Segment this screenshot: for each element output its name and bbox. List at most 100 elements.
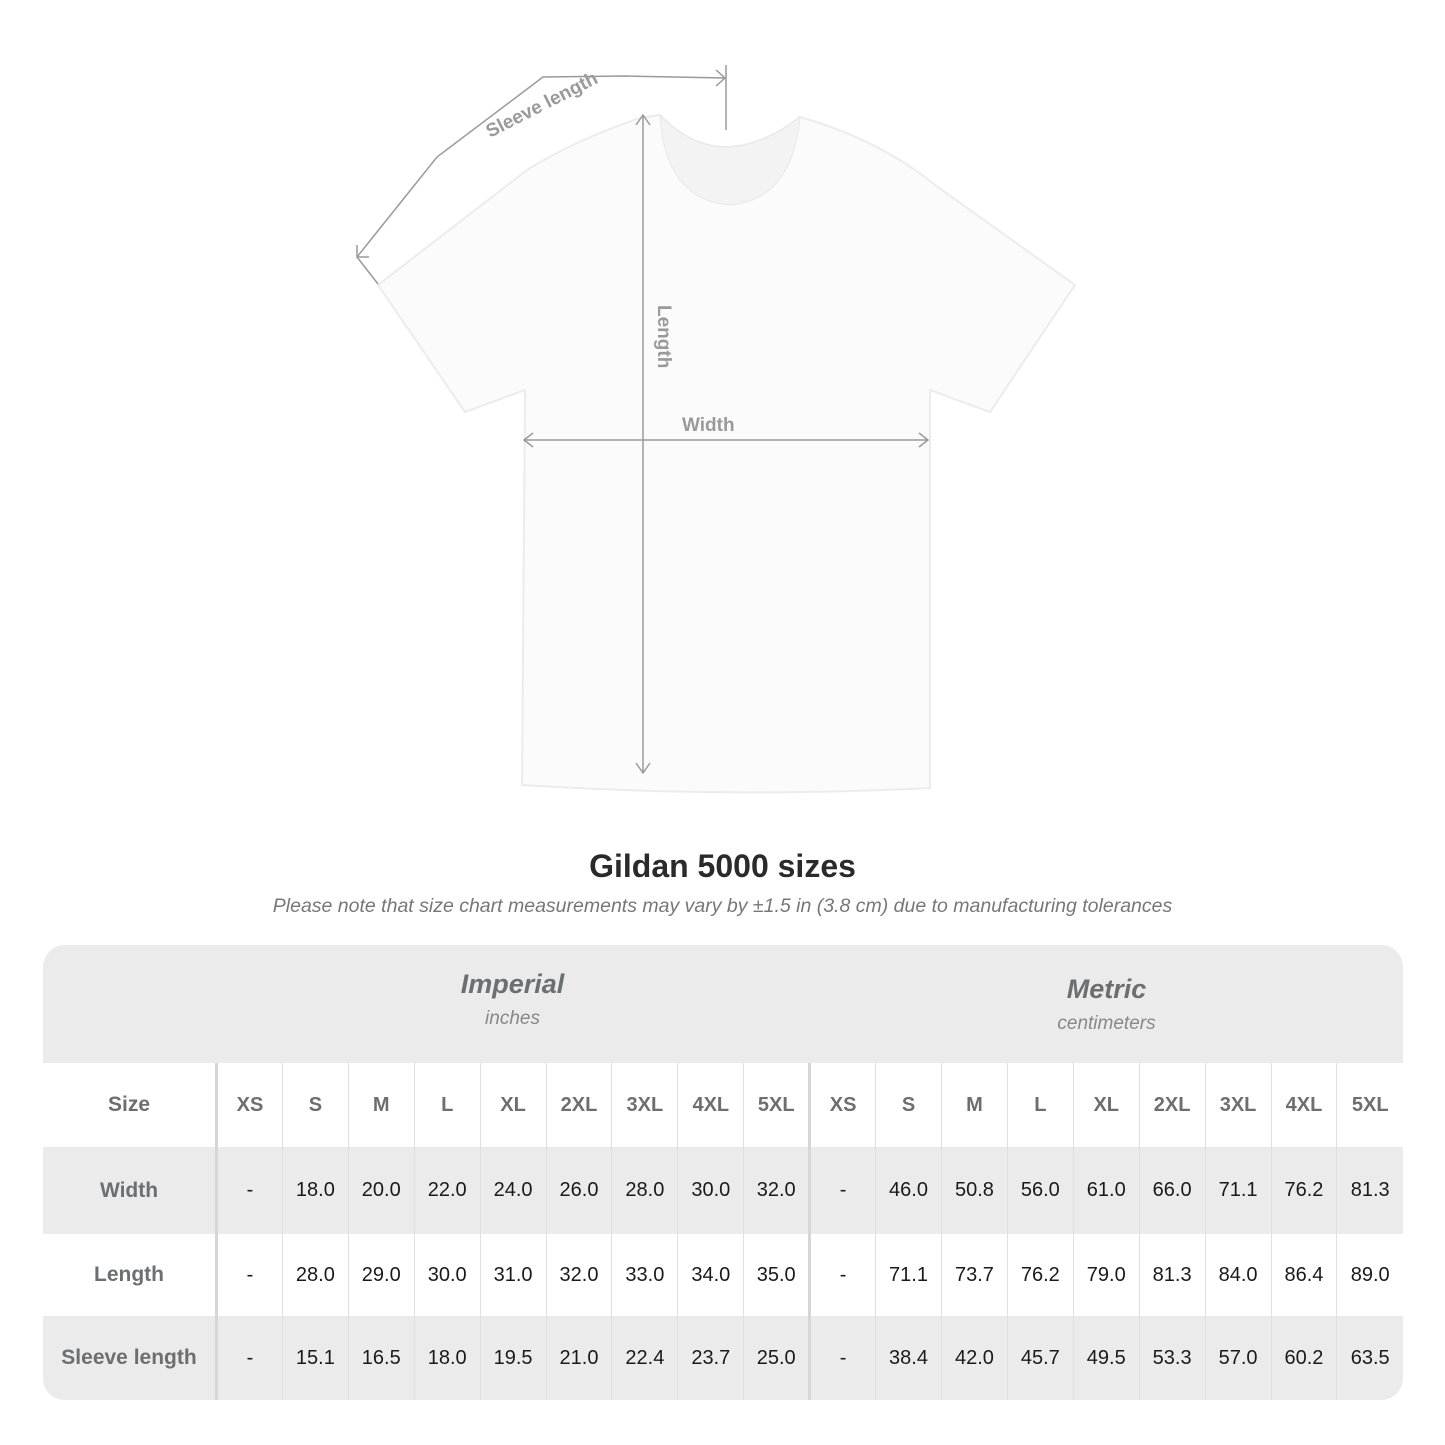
imperial-value-cell: 24.0 — [479, 1147, 547, 1234]
metric-value-cell: - — [808, 1147, 876, 1234]
imperial-value-cell: 18.0 — [413, 1316, 481, 1400]
imperial-value-cell: 25.0 — [743, 1316, 810, 1400]
tshirt-diagram: Sleeve length Length Width — [356, 65, 1077, 794]
sleeve-length-label: Sleeve length — [483, 68, 602, 142]
imperial-size-header: XL — [479, 1063, 547, 1147]
metric-value-cell: - — [808, 1234, 876, 1316]
size-header-row: Size XS S M L XL 2XL 3XL 4XL 5XL XS S M L XL 2XL 3XL 4XL 5… — [43, 1063, 1403, 1147]
imperial-value-cell: 30.0 — [413, 1234, 481, 1316]
arrow-icon — [356, 245, 369, 258]
imperial-size-header: 4XL — [677, 1063, 744, 1147]
metric-value-cell: 86.4 — [1270, 1234, 1337, 1316]
imperial-value-cell: 22.0 — [413, 1147, 481, 1234]
metric-value-cell: 81.3 — [1138, 1234, 1206, 1316]
metric-value-cell: 57.0 — [1204, 1316, 1271, 1400]
metric-value-cell: 45.7 — [1006, 1316, 1074, 1400]
imperial-value-cell: 31.0 — [479, 1234, 547, 1316]
metric-value-cell: 46.0 — [875, 1147, 942, 1234]
imperial-size-header: L — [413, 1063, 481, 1147]
metric-value-cell: 71.1 — [875, 1234, 942, 1316]
tolerance-note: Please note that size chart measurements… — [272, 895, 1173, 917]
imperial-value-cell: 34.0 — [677, 1234, 744, 1316]
metric-value-cell: 63.5 — [1336, 1316, 1403, 1400]
imperial-size-header: 2XL — [545, 1063, 612, 1147]
imperial-size-header: 5XL — [743, 1063, 810, 1147]
sleeve-length-line — [356, 75, 726, 258]
metric-size-header: M — [940, 1063, 1008, 1147]
imperial-header: Imperial inches — [215, 945, 810, 1063]
imperial-unit: inches — [485, 1008, 540, 1029]
metric-size-header: 2XL — [1138, 1063, 1206, 1147]
size-table: Size XS S M L XL 2XL 3XL 4XL 5XL XS S M L XL 2XL 3XL 4XL 5… — [43, 1063, 1403, 1400]
imperial-value-cell: 33.0 — [611, 1234, 678, 1316]
imperial-value-cell: 32.0 — [545, 1234, 612, 1316]
metric-size-header: S — [875, 1063, 942, 1147]
page-title: Gildan 5000 sizes — [589, 848, 856, 884]
imperial-value-cell: 20.0 — [347, 1147, 415, 1234]
table-row: Width -18.0 20.0 22.0 24.0 26.0 28.0 30.0 32.0-4… — [43, 1147, 1403, 1234]
imperial-size-header: 3XL — [611, 1063, 678, 1147]
metric-size-header: XL — [1072, 1063, 1140, 1147]
table-row: Sleeve length -15.1 16.5 18.0 19.5 21.0 22.4 23… — [43, 1316, 1403, 1400]
metric-value-cell: 60.2 — [1270, 1316, 1337, 1400]
tshirt-shape — [376, 113, 1077, 794]
sleeve-start-tick — [356, 256, 379, 285]
arrow-icon — [635, 762, 651, 775]
row-label: Length — [43, 1234, 218, 1316]
metric-value-cell: 42.0 — [940, 1316, 1008, 1400]
imperial-value-cell: - — [216, 1234, 283, 1316]
row-label: Width — [43, 1147, 218, 1234]
metric-size-header: 4XL — [1270, 1063, 1337, 1147]
metric-size-header: L — [1006, 1063, 1074, 1147]
metric-value-cell: 89.0 — [1336, 1234, 1403, 1316]
metric-title: Metric — [1066, 974, 1147, 1004]
metric-value-cell: 71.1 — [1204, 1147, 1271, 1234]
imperial-value-cell: 29.0 — [347, 1234, 415, 1316]
metric-value-cell: - — [808, 1316, 876, 1400]
imperial-value-cell: 22.4 — [611, 1316, 678, 1400]
metric-value-cell: 73.7 — [940, 1234, 1008, 1316]
arrow-icon — [715, 69, 727, 87]
metric-value-cell: 61.0 — [1072, 1147, 1140, 1234]
imperial-value-cell: 35.0 — [743, 1234, 810, 1316]
imperial-value-cell: 16.5 — [347, 1316, 415, 1400]
imperial-title: Imperial — [460, 969, 565, 999]
metric-size-header: XS — [808, 1063, 876, 1147]
metric-header: Metric centimeters — [810, 945, 1403, 1063]
imperial-value-cell: - — [216, 1147, 283, 1234]
imperial-value-cell: 19.5 — [479, 1316, 547, 1400]
metric-value-cell: 76.2 — [1270, 1147, 1337, 1234]
imperial-size-header: S — [281, 1063, 349, 1147]
length-label: Length — [653, 305, 674, 368]
imperial-value-cell: 26.0 — [545, 1147, 612, 1234]
metric-unit: centimeters — [1057, 1013, 1156, 1034]
metric-value-cell: 38.4 — [875, 1316, 942, 1400]
imperial-value-cell: 32.0 — [743, 1147, 810, 1234]
imperial-size-header: M — [347, 1063, 415, 1147]
arrow-icon — [522, 432, 534, 448]
imperial-value-cell: 23.7 — [677, 1316, 744, 1400]
imperial-value-cell: 28.0 — [611, 1147, 678, 1234]
metric-value-cell: 66.0 — [1138, 1147, 1206, 1234]
arrow-icon — [918, 432, 930, 448]
metric-size-header: 5XL — [1336, 1063, 1403, 1147]
metric-value-cell: 81.3 — [1336, 1147, 1403, 1234]
imperial-value-cell: 21.0 — [545, 1316, 612, 1400]
row-label: Sleeve length — [43, 1316, 218, 1400]
imperial-value-cell: 15.1 — [281, 1316, 349, 1400]
metric-value-cell: 79.0 — [1072, 1234, 1140, 1316]
imperial-value-cell: - — [216, 1316, 283, 1400]
metric-value-cell: 84.0 — [1204, 1234, 1271, 1316]
collar — [659, 113, 801, 206]
imperial-value-cell: 18.0 — [281, 1147, 349, 1234]
size-label: Size — [43, 1063, 218, 1147]
width-label: Width — [682, 415, 735, 436]
metric-size-header: 3XL — [1204, 1063, 1271, 1147]
metric-value-cell: 53.3 — [1138, 1316, 1206, 1400]
imperial-value-cell: 30.0 — [677, 1147, 744, 1234]
metric-value-cell: 50.8 — [940, 1147, 1008, 1234]
metric-value-cell: 76.2 — [1006, 1234, 1074, 1316]
imperial-value-cell: 28.0 — [281, 1234, 349, 1316]
metric-value-cell: 49.5 — [1072, 1316, 1140, 1400]
imperial-size-header: XS — [216, 1063, 283, 1147]
